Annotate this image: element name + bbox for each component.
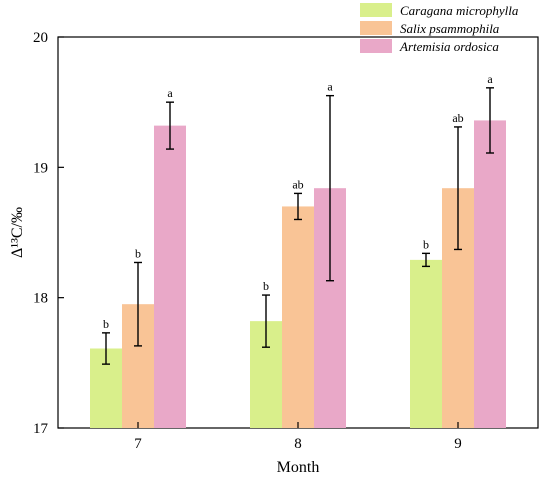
bar [282,206,314,428]
y-axis-title: Δ¹³C/‰ [9,207,26,258]
y-tick-label: 19 [33,160,48,176]
significance-label: a [327,80,333,94]
axes: 17 18 19 20 7 8 9 [33,30,462,452]
significance-label: a [487,72,493,86]
x-axis-title: Month [277,459,320,476]
significance-label: a [167,86,173,100]
significance-label: b [263,279,269,293]
x-tick-label: 9 [454,436,462,452]
y-tick-label: 17 [33,421,49,437]
legend: Caragana microphylla Salix psammophila Art… [360,3,519,54]
y-tick-label: 18 [33,291,48,307]
y-tick-label: 20 [33,30,48,46]
legend-swatch [360,39,392,53]
significance-label: ab [292,177,303,191]
bar [474,120,506,428]
significance-label: b [423,237,429,251]
legend-swatch [360,21,392,35]
significance-label: ab [452,111,463,125]
bars [90,120,506,429]
legend-label: Salix psammophila [400,21,500,36]
error-bars [102,87,494,365]
significance-label: b [135,246,141,260]
bar [154,125,186,429]
x-tick-label: 8 [294,436,302,452]
legend-label: Artemisia ordosica [399,39,499,54]
legend-label: Caragana microphylla [400,3,519,18]
bar [410,259,442,428]
significance-label: b [103,317,109,331]
x-tick-label: 7 [134,436,142,452]
legend-swatch [360,3,392,17]
